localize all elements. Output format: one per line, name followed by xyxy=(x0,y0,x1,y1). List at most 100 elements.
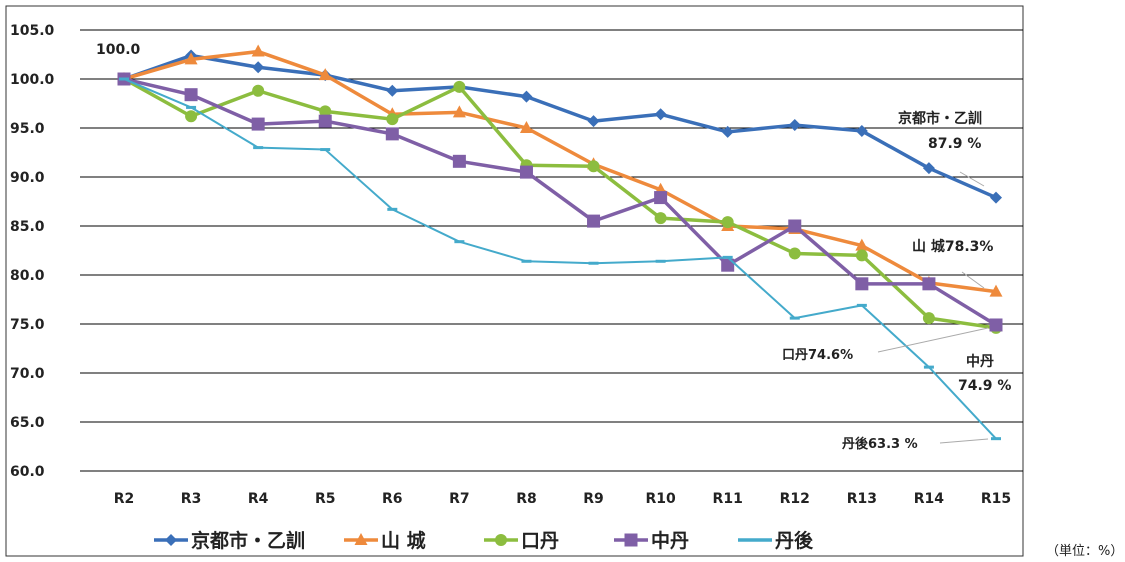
data-point xyxy=(855,124,868,137)
y-tick-label: 90.0 xyxy=(10,170,45,186)
data-point xyxy=(788,119,801,132)
x-tick-label: R14 xyxy=(914,491,945,507)
data-point xyxy=(722,255,733,259)
annotation-start-value: 100.0 xyxy=(96,42,141,58)
leader-line-kyoto xyxy=(959,171,985,187)
x-tick-label: R8 xyxy=(516,491,537,507)
data-point xyxy=(251,117,265,131)
data-point xyxy=(788,247,801,260)
y-tick-label: 105.0 xyxy=(10,23,55,39)
legend-marker xyxy=(165,534,177,546)
leader-line-yamashiro xyxy=(961,271,985,289)
x-tick-label: R10 xyxy=(645,491,676,507)
y-tick-label: 60.0 xyxy=(10,464,45,480)
data-point xyxy=(386,84,399,97)
data-point xyxy=(587,115,600,128)
legend-marker xyxy=(495,534,507,546)
gridlines xyxy=(80,29,1023,472)
data-point xyxy=(654,212,667,225)
data-point xyxy=(318,114,332,128)
series-dash xyxy=(119,77,1001,441)
legend-label: 丹後 xyxy=(775,529,814,552)
data-point xyxy=(654,108,667,121)
data-point xyxy=(587,160,600,173)
data-point xyxy=(452,154,466,168)
data-point xyxy=(654,191,668,205)
legend-label: 京都市・乙訓 xyxy=(191,529,305,552)
y-tick-label: 100.0 xyxy=(10,72,55,88)
x-axis-tick-labels: R2 R3 R4 R5 R6 R7 R8 R9 R10 R11 R12 R13 R14 R15 xyxy=(114,491,1011,507)
data-point xyxy=(454,240,465,244)
data-point xyxy=(721,216,734,229)
legend-item: 山 城 xyxy=(344,529,426,552)
data-point xyxy=(989,318,1003,332)
legend-marker xyxy=(354,533,368,545)
series-line xyxy=(123,78,997,440)
legend-label: 山 城 xyxy=(381,529,426,552)
data-point xyxy=(320,148,331,152)
data-point xyxy=(453,80,466,93)
data-point xyxy=(922,162,935,175)
legend-item: 口丹 xyxy=(484,530,559,552)
data-point xyxy=(856,303,867,307)
data-point xyxy=(991,437,1001,441)
data-point xyxy=(789,316,800,320)
y-tick-label: 80.0 xyxy=(10,268,45,284)
data-point xyxy=(184,52,198,65)
data-point xyxy=(855,277,869,291)
data-point xyxy=(452,105,466,118)
data-point xyxy=(587,214,601,228)
data-point xyxy=(655,259,666,263)
annotation-kyoto-value: 87.9 % xyxy=(928,136,981,152)
annotations: 100.0 京都市・乙訓 87.9 % 山 城78.3% 口丹74.6% 中丹 … xyxy=(96,42,1011,452)
data-point xyxy=(855,249,868,262)
unit-note: （単位：%） xyxy=(1046,544,1124,559)
annotation-kyoto-name: 京都市・乙訓 xyxy=(898,110,982,127)
y-tick-label: 95.0 xyxy=(10,121,45,137)
data-point xyxy=(923,365,934,369)
x-tick-label: R7 xyxy=(449,491,470,507)
legend-label: 中丹 xyxy=(651,529,689,552)
leader-line-kuchitan xyxy=(877,327,989,353)
series-line xyxy=(123,53,997,200)
data-point xyxy=(119,77,129,81)
legend-label: 口丹 xyxy=(521,530,559,552)
x-tick-label: R15 xyxy=(981,491,1011,507)
legend-marker xyxy=(750,538,760,542)
data-point xyxy=(185,110,198,123)
data-point xyxy=(252,84,265,97)
data-point xyxy=(184,88,198,102)
y-tick-label: 85.0 xyxy=(10,219,45,235)
y-tick-label: 70.0 xyxy=(10,366,45,382)
series-diamond xyxy=(118,49,1002,204)
y-tick-label: 65.0 xyxy=(10,415,45,431)
leader-line-tango xyxy=(939,438,989,444)
data-point xyxy=(721,125,734,138)
data-point xyxy=(989,284,1003,297)
data-point xyxy=(318,68,332,81)
data-point xyxy=(788,219,802,233)
data-point xyxy=(520,90,533,103)
data-point xyxy=(990,191,1002,204)
data-point xyxy=(253,146,264,150)
x-tick-label: R12 xyxy=(780,491,810,507)
y-tick-label: 75.0 xyxy=(10,317,45,333)
data-point xyxy=(721,258,735,272)
x-tick-label: R2 xyxy=(114,491,135,507)
data-point xyxy=(251,44,265,57)
data-point xyxy=(519,165,533,179)
legend-item: 丹後 xyxy=(738,529,814,552)
x-tick-label: R11 xyxy=(713,491,743,507)
x-tick-label: R6 xyxy=(382,491,403,507)
series-line xyxy=(123,49,997,294)
data-point xyxy=(386,113,399,126)
legend-item: 中丹 xyxy=(614,529,689,552)
data-point xyxy=(521,259,532,263)
annotation-kuchitan: 口丹74.6% xyxy=(782,348,853,363)
data-point xyxy=(186,105,197,109)
x-tick-label: R9 xyxy=(583,491,604,507)
plot-frame xyxy=(5,5,1024,557)
series-lines xyxy=(117,44,1003,441)
